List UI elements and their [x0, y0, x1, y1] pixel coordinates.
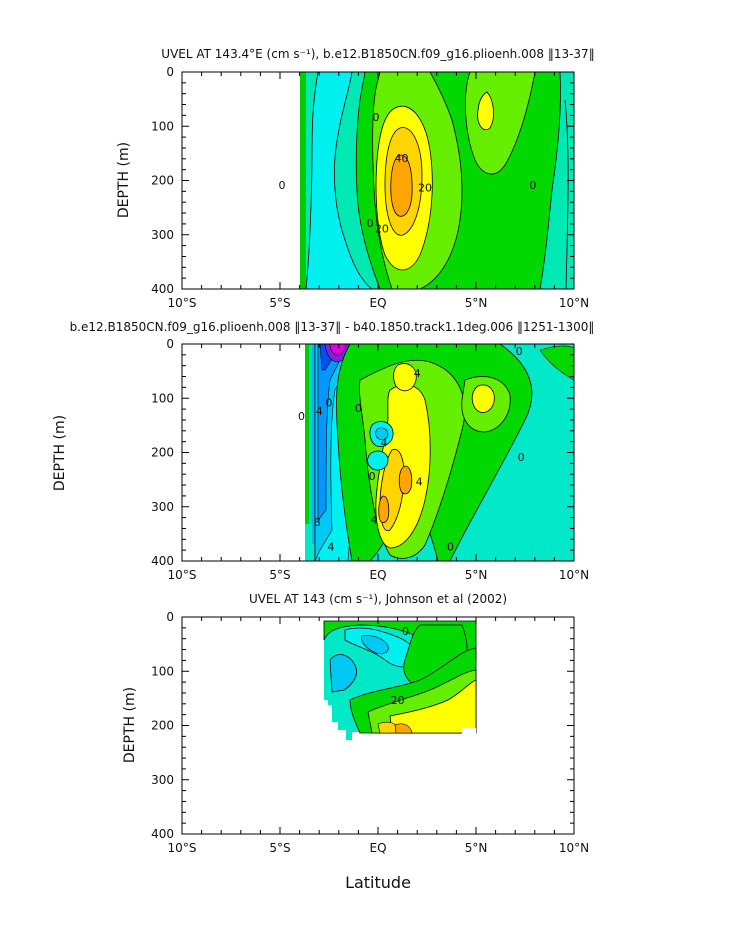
x-tick-label: 5°N	[465, 296, 488, 310]
y-tick-label: 0	[166, 610, 174, 624]
x-tick-label: EQ	[369, 841, 386, 855]
x-tick-label: 10°S	[168, 568, 197, 582]
contour-label: 4	[414, 367, 421, 380]
contour-label: 40	[395, 152, 409, 165]
contour-label: 0	[369, 470, 376, 483]
contour-label: 4	[380, 436, 387, 449]
contour-label: 0	[516, 345, 523, 358]
panel-1-contour-field	[300, 72, 574, 289]
y-tick-label: 300	[151, 228, 174, 242]
panel-3-y-axis-label: DEPTH (m)	[122, 687, 138, 763]
contour-label: 0	[518, 451, 525, 464]
panel-1-title: UVEL AT 143.4°E (cm s⁻¹), b.e12.B1850CN.…	[161, 47, 594, 61]
contour-label: 8	[314, 516, 321, 529]
contour-label: 20	[375, 222, 389, 235]
contour-label: 0	[529, 179, 536, 192]
y-tick-label: 400	[151, 554, 174, 568]
x-tick-label: 10°N	[559, 296, 589, 310]
y-tick-label: 100	[151, 664, 174, 678]
contour-label: 0	[278, 179, 285, 192]
contour-label: 0	[367, 217, 374, 230]
contour-label: 0	[326, 397, 333, 410]
x-tick-label: 5°N	[465, 841, 488, 855]
panel-2-title: b.e12.B1850CN.f09_g16.plioenh.008 ‖13-37…	[70, 320, 595, 334]
x-tick-label: 5°N	[465, 568, 488, 582]
contour-label: 20	[391, 694, 405, 707]
panel-2-contour-field	[305, 344, 574, 561]
x-tick-label: EQ	[369, 296, 386, 310]
contour-label: 0	[355, 402, 362, 415]
contour-label: 0	[447, 540, 454, 553]
panel-3-title: UVEL AT 143 (cm s⁻¹), Johnson et al (200…	[249, 592, 507, 606]
x-tick-label: 10°N	[559, 841, 589, 855]
contour-label: 4	[416, 475, 423, 488]
panel-1: UVEL AT 143.4°E (cm s⁻¹), b.e12.B1850CN.…	[116, 47, 595, 310]
y-tick-label: 200	[151, 719, 174, 733]
contour-label: 20	[418, 182, 432, 195]
y-tick-label: 200	[151, 174, 174, 188]
y-tick-label: 400	[151, 282, 174, 296]
y-tick-label: 400	[151, 827, 174, 841]
y-tick-label: 0	[166, 337, 174, 351]
x-axis-label: Latitude	[345, 873, 411, 892]
contour-label: 4	[371, 513, 378, 526]
y-tick-label: 100	[151, 119, 174, 133]
panel-3-contour-field	[323, 620, 477, 740]
panel-2: b.e12.B1850CN.f09_g16.plioenh.008 ‖13-37…	[52, 320, 594, 582]
panel-1-y-axis-label: DEPTH (m)	[116, 142, 132, 218]
contour-label: 0	[373, 111, 380, 124]
x-tick-label: 10°S	[168, 296, 197, 310]
x-tick-label: 5°S	[269, 568, 290, 582]
panel-3: UVEL AT 143 (cm s⁻¹), Johnson et al (200…	[122, 592, 589, 892]
y-tick-label: 100	[151, 391, 174, 405]
y-tick-label: 300	[151, 773, 174, 787]
x-tick-label: 5°S	[269, 841, 290, 855]
contour-label: 4	[316, 405, 323, 418]
y-tick-label: 300	[151, 500, 174, 514]
x-tick-label: 10°S	[168, 841, 197, 855]
y-tick-label: 200	[151, 446, 174, 460]
y-tick-label: 0	[166, 65, 174, 79]
panel-3-contour-labels: 20 0	[391, 625, 409, 707]
x-tick-label: EQ	[369, 568, 386, 582]
panel-2-y-axis-label: DEPTH (m)	[52, 415, 68, 491]
x-tick-label: 5°S	[269, 296, 290, 310]
contour-label: 0	[298, 410, 305, 423]
x-tick-label: 10°N	[559, 568, 589, 582]
contour-label: 4	[327, 540, 334, 553]
contour-label: 0	[402, 625, 409, 638]
